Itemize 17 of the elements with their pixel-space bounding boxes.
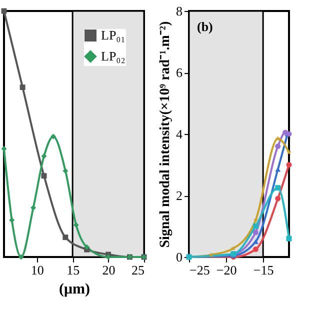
x-tick-label: 20: [102, 262, 116, 278]
y-tick-label: 0: [176, 250, 182, 264]
y-tick-label: 6: [176, 65, 183, 80]
x-tick-label: −15: [253, 262, 274, 278]
legend-label: LP₀₂: [101, 48, 126, 64]
x-tick-label: 10: [30, 262, 44, 278]
y-axis-title: Signal modal intensity(×10⁹ rad⁻¹.m⁻²): [158, 20, 173, 248]
x-tick-label: −20: [216, 262, 237, 278]
x-tick-label: 15: [66, 262, 80, 278]
y-tick-label: 8: [176, 4, 182, 18]
x-tick-label: −25: [190, 262, 210, 278]
annotation: (b): [197, 19, 213, 34]
x-tick-label: 25: [132, 262, 144, 278]
legend-label: LP₀₁: [101, 28, 126, 42]
x-axis-title: (μm): [59, 282, 90, 298]
y-tick-label: 4: [176, 126, 183, 142]
y-tick-label: 2: [176, 188, 182, 203]
